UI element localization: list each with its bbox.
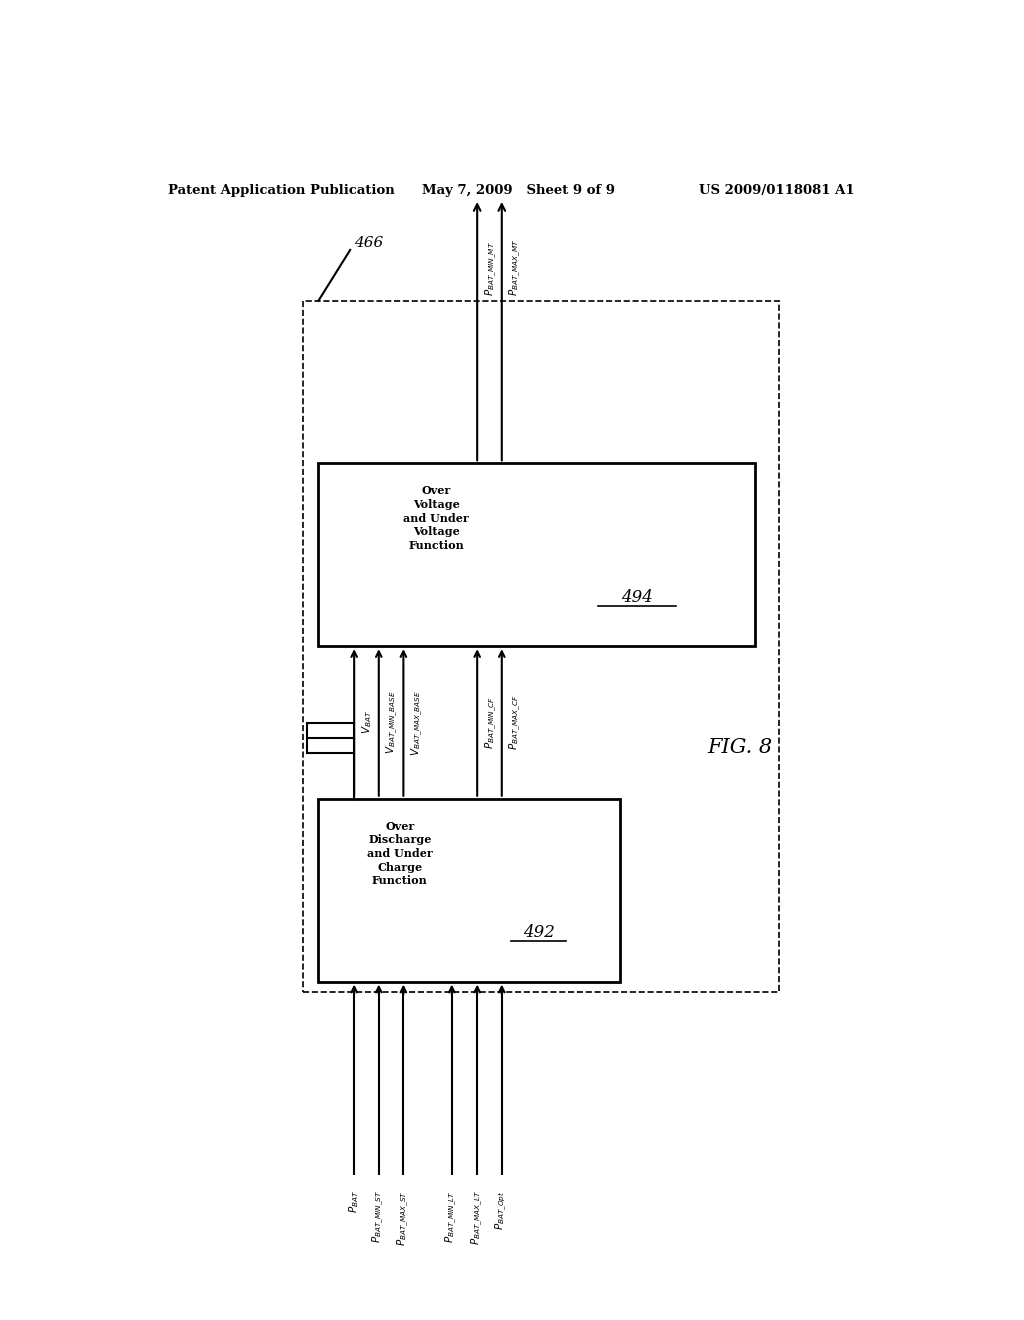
Bar: [303, 301, 778, 991]
Text: 466: 466: [354, 236, 383, 249]
Text: $P_{BAT\_MAX\_CF}$: $P_{BAT\_MAX\_CF}$: [508, 694, 523, 750]
Text: $V_{BAT\_MIN\_BASE}$: $V_{BAT\_MIN\_BASE}$: [385, 690, 400, 754]
Text: $P_{BAT\_MIN\_ST}$: $P_{BAT\_MIN\_ST}$: [371, 1191, 386, 1243]
Text: $V_{BAT\_MAX\_BASE}$: $V_{BAT\_MAX\_BASE}$: [410, 689, 425, 755]
Bar: [318, 799, 621, 982]
Text: Over
Voltage
and Under
Voltage
Function: Over Voltage and Under Voltage Function: [403, 486, 469, 550]
Text: 492: 492: [522, 924, 555, 941]
Text: Over
Discharge
and Under
Charge
Function: Over Discharge and Under Charge Function: [367, 821, 433, 887]
Text: FIG. 8: FIG. 8: [708, 738, 772, 758]
Text: $P_{BAT\_Opt}$: $P_{BAT\_Opt}$: [495, 1191, 509, 1230]
Text: $P_{BAT\_MIN\_MT}$: $P_{BAT\_MIN\_MT}$: [483, 240, 499, 296]
Text: $P_{BAT}$: $P_{BAT}$: [347, 1191, 361, 1213]
Bar: [318, 463, 755, 647]
Text: May 7, 2009   Sheet 9 of 9: May 7, 2009 Sheet 9 of 9: [422, 183, 614, 197]
Text: $P_{BAT\_MAX\_ST}$: $P_{BAT\_MAX\_ST}$: [396, 1191, 411, 1246]
Text: $P_{BAT\_MAX\_MT}$: $P_{BAT\_MAX\_MT}$: [508, 239, 523, 296]
Text: $P_{BAT\_MIN\_CF}$: $P_{BAT\_MIN\_CF}$: [483, 696, 499, 748]
Text: $P_{BAT\_MIN\_LT}$: $P_{BAT\_MIN\_LT}$: [444, 1191, 460, 1242]
Text: $P_{BAT\_MAX\_LT}$: $P_{BAT\_MAX\_LT}$: [470, 1191, 484, 1245]
Text: 494: 494: [622, 589, 653, 606]
Text: US 2009/0118081 A1: US 2009/0118081 A1: [699, 183, 855, 197]
Text: $V_{BAT}$: $V_{BAT}$: [360, 710, 375, 734]
Text: Patent Application Publication: Patent Application Publication: [168, 183, 394, 197]
